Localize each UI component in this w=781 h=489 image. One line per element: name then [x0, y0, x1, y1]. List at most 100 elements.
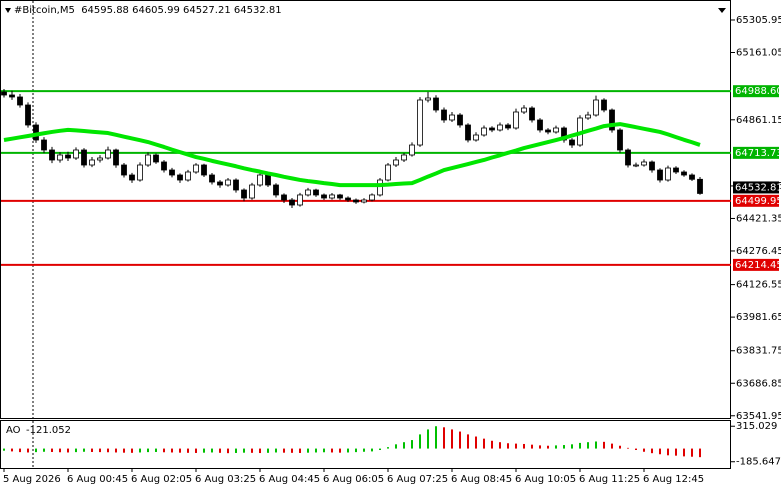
candle-body	[593, 99, 599, 116]
candle-body	[697, 178, 703, 194]
level-label: 64214.45	[735, 260, 781, 271]
x-tick-label: 6 Aug 03:25	[195, 474, 256, 485]
x-tick-label: 6 Aug 07:25	[387, 474, 448, 485]
candle-body	[497, 124, 503, 131]
candle-body	[465, 124, 471, 141]
candle-body	[361, 199, 367, 203]
candle-body	[393, 159, 399, 166]
candle-body	[41, 139, 47, 151]
candle-body	[625, 149, 631, 166]
level-label-box	[733, 85, 779, 98]
candle-body	[329, 194, 335, 199]
level-label: 64499.95	[735, 196, 781, 207]
candle-body	[193, 164, 199, 173]
candle-body	[513, 111, 519, 129]
candle-body	[433, 97, 439, 111]
level-label-box	[733, 146, 779, 159]
candle-body	[529, 107, 535, 121]
candle-body	[449, 114, 455, 121]
candle-body	[609, 109, 615, 131]
candle-body	[401, 154, 407, 161]
y-tick-label: 63541.95	[736, 411, 781, 422]
candle-body	[297, 194, 303, 206]
candle-body	[89, 159, 95, 166]
level-label-box	[733, 194, 779, 207]
candle-body	[273, 184, 279, 196]
x-tick-label: 6 Aug 04:45	[259, 474, 320, 485]
candle-body	[201, 164, 207, 176]
candle-body	[321, 194, 327, 199]
x-tick-label: 6 Aug 02:05	[131, 474, 192, 485]
y-tick-label: 64861.15	[736, 115, 781, 126]
x-tick-label: 6 Aug 06:05	[323, 474, 384, 485]
candle-body	[209, 174, 215, 183]
candle-body	[129, 174, 135, 181]
candle-body	[25, 104, 31, 126]
level-label: 64988.60	[735, 86, 781, 97]
y-tick-label: 65305.95	[736, 15, 781, 26]
candle-body	[233, 179, 239, 191]
candle-body	[81, 149, 87, 166]
candle-body	[65, 154, 71, 159]
candle-body	[417, 99, 423, 146]
y-tick-label: 64126.55	[736, 280, 781, 291]
candle-body	[521, 107, 527, 113]
candle-body	[1, 91, 7, 96]
candle-body	[241, 189, 247, 199]
candle-body	[649, 161, 655, 171]
ao-value: -121.052	[26, 425, 71, 436]
candle-body	[409, 144, 415, 156]
candle-body	[217, 181, 223, 186]
x-tick-label: 6 Aug 08:45	[451, 474, 512, 485]
candle-body	[617, 129, 623, 151]
candle-body	[177, 174, 183, 181]
title-icon	[5, 8, 11, 13]
candle-body	[57, 154, 63, 161]
candle-body	[505, 124, 511, 129]
main-frame	[0, 0, 731, 419]
candle-body	[265, 174, 271, 186]
candle-body	[289, 199, 295, 206]
candle-body	[73, 149, 79, 159]
menu-arrow[interactable]	[718, 8, 726, 13]
candle-body	[313, 189, 319, 196]
y-tick-label: 64276.45	[736, 246, 781, 257]
candle-body	[481, 127, 487, 136]
x-tick-label: 6 Aug 11:25	[579, 474, 640, 485]
y-tick-label: 63686.85	[736, 378, 781, 389]
x-tick-label: 5 Aug 2026	[3, 474, 61, 485]
candle-body	[601, 99, 607, 111]
candle-body	[337, 194, 343, 199]
plot-layer: 65305.9565161.0564861.1564566.2564421.35…	[1, 15, 781, 485]
candle-body	[161, 161, 167, 171]
candle-body	[249, 184, 255, 199]
candle-body	[569, 139, 575, 146]
candle-body	[369, 194, 375, 201]
candle-body	[257, 174, 263, 186]
last-price-box	[733, 181, 779, 194]
y-tick-label: 65161.05	[736, 47, 781, 58]
candle-body	[185, 171, 191, 181]
y-tick-label: 63981.65	[736, 312, 781, 323]
candle-body	[105, 149, 111, 159]
ao-frame	[0, 420, 731, 469]
candle-body	[457, 114, 463, 126]
candle-body	[673, 167, 679, 173]
candle-body	[657, 169, 663, 181]
candle-body	[169, 169, 175, 176]
last-price-label: 64532.81	[735, 182, 781, 193]
candle-body	[441, 109, 447, 121]
candle-body	[121, 164, 127, 176]
x-tick-label: 6 Aug 00:45	[67, 474, 128, 485]
ao-title: AO	[6, 425, 21, 436]
candle-body	[689, 174, 695, 180]
candle-body	[49, 149, 55, 161]
candle-body	[633, 164, 639, 167]
candle-body	[385, 164, 391, 181]
candle-body	[489, 127, 495, 131]
candle-body	[377, 179, 383, 196]
candle-body	[641, 161, 647, 166]
candle-body	[425, 97, 431, 101]
candle-body	[17, 96, 23, 106]
